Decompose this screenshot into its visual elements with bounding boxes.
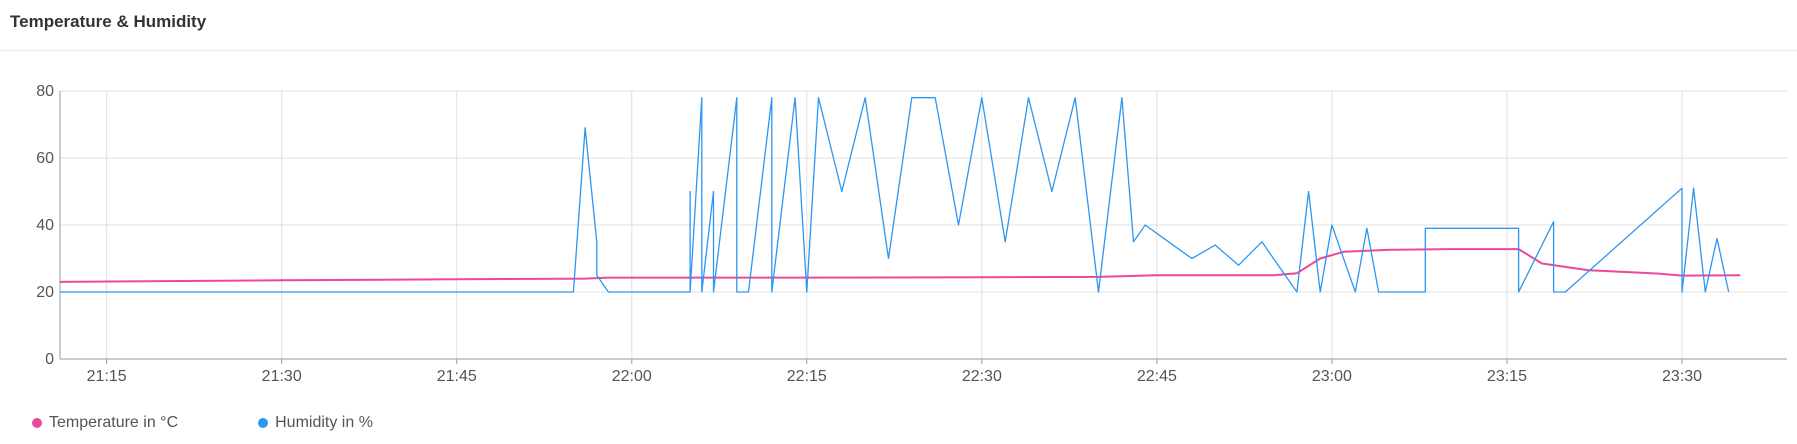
x-tick-label: 21:45 [437,368,477,385]
x-tick-label: 23:15 [1487,368,1527,385]
legend-label-humidity: Humidity in % [275,414,373,431]
y-tick-label: 60 [36,150,54,167]
x-tick-label: 22:15 [787,368,827,385]
x-tick-label: 23:30 [1662,368,1702,385]
humidity-dot-icon [258,418,269,428]
legend: Temperature in °C Humidity in % [32,414,453,432]
chart-title: Temperature & Humidity [10,12,207,31]
x-tick-label: 22:45 [1137,368,1177,385]
y-tick-label: 80 [36,83,54,100]
line-chart: 0 20 40 60 80 21:15 21:30 21:45 22:00 22:15 22:30 2… [36,83,1787,385]
legend-item-temperature[interactable]: Temperature in °C [32,414,178,432]
y-tick-label: 0 [45,351,54,368]
humidity-line [60,97,1730,293]
y-tick-label: 40 [36,217,54,234]
legend-item-humidity[interactable]: Humidity in % [258,414,373,432]
temperature-dot-icon [32,418,42,428]
card-header: Temperature & Humidity [0,0,1797,51]
x-tick-label: 21:30 [262,368,302,385]
x-tick-label: 22:00 [612,368,652,385]
y-tick-label: 20 [36,284,54,301]
temperature-line [59,248,1741,283]
x-tick-label: 21:15 [87,368,127,385]
legend-label-temperature: Temperature in °C [49,414,179,431]
x-tick-label: 23:00 [1312,368,1352,385]
x-tick-label: 22:30 [962,368,1002,385]
